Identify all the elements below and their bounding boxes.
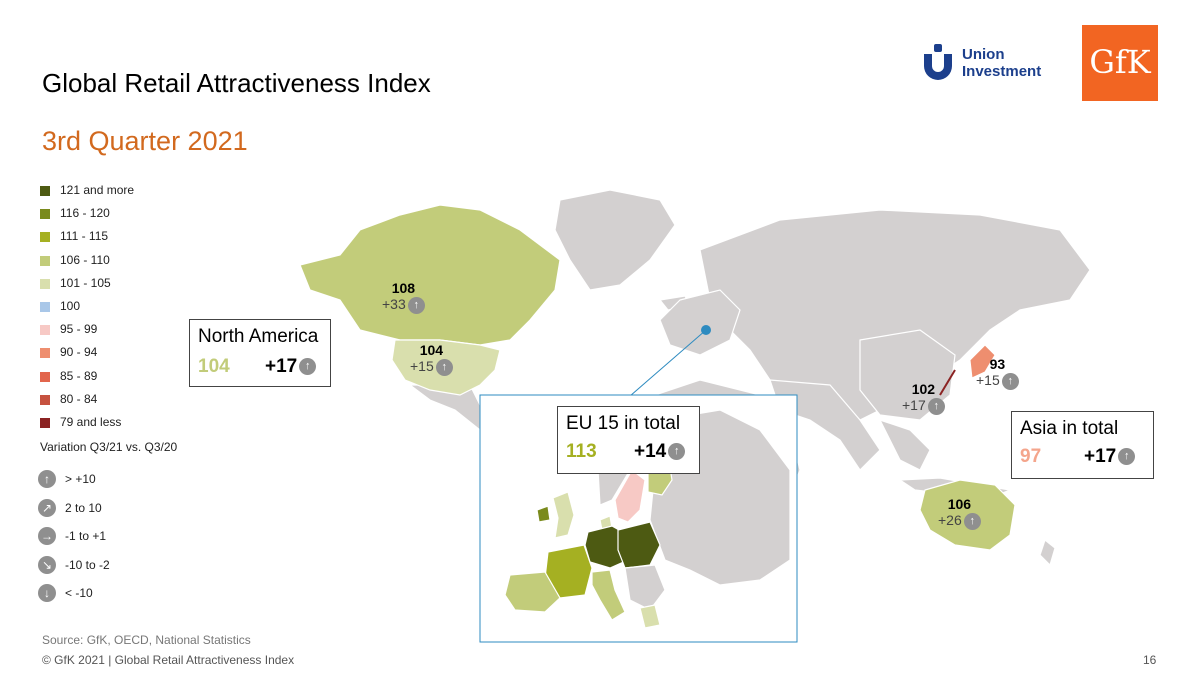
canada-label: 108 +33 ↑ xyxy=(382,280,425,314)
inset-iberia-shape xyxy=(504,571,561,613)
page-subtitle: 3rd Quarter 2021 xyxy=(42,126,248,156)
north-america-title: North America xyxy=(198,326,319,347)
arrow-up-right-icon: ↗ xyxy=(38,498,56,517)
variation-label: -10 to -2 xyxy=(65,557,110,572)
southeast-asia-shape xyxy=(878,418,931,471)
inset-germany-shape xyxy=(584,525,629,569)
arrow-up-icon: ↑ xyxy=(38,470,56,488)
legend-swatch xyxy=(40,325,50,336)
japan-label: 93 +15 ↑ xyxy=(976,356,1019,390)
legend-label: 101 - 105 xyxy=(60,275,111,290)
asia-box: Asia in total 97 +17 ↑ xyxy=(1011,411,1154,479)
inset-greece-shape xyxy=(639,604,661,629)
arrow-up-icon: ↑ xyxy=(299,358,317,376)
arrow-up-icon: ↑ xyxy=(1001,372,1019,390)
legend-label: 79 and less xyxy=(60,415,122,429)
legend-swatch xyxy=(40,348,50,359)
north-america-box: North America 104 +17 ↑ xyxy=(189,319,331,387)
asia-value: 97 xyxy=(1020,446,1042,467)
source-note: Source: GfK, OECD, National Statistics xyxy=(42,633,251,647)
inset-balkans-shape xyxy=(624,564,666,611)
legend-swatch xyxy=(40,394,50,405)
legend-swatch xyxy=(40,418,50,428)
legend-swatch xyxy=(40,371,50,382)
union-investment-logo-mark xyxy=(924,44,952,80)
europe-world-shape xyxy=(659,289,741,356)
gfk-logo: GfK xyxy=(1082,25,1158,101)
page-title: Global Retail Attractiveness Index xyxy=(42,68,431,98)
arrow-up-icon: ↑ xyxy=(1118,448,1136,466)
legend-swatch xyxy=(40,255,50,266)
eu15-box: EU 15 in total 113 +14 ↑ xyxy=(557,406,700,474)
asia-title: Asia in total xyxy=(1020,418,1119,439)
legend-swatch xyxy=(40,302,50,312)
legend-label: 116 - 120 xyxy=(60,206,110,221)
variation-label: > +10 xyxy=(65,472,96,486)
arrow-up-icon: ↑ xyxy=(435,358,453,376)
variation-legend-title: Variation Q3/21 vs. Q3/20 xyxy=(40,440,178,454)
arrow-up-icon: ↑ xyxy=(668,443,686,461)
greenland-shape xyxy=(554,189,676,291)
legend-label: 111 - 115 xyxy=(60,229,109,244)
legend-swatch xyxy=(40,232,50,243)
legend-label: 106 - 110 xyxy=(60,252,110,267)
legend-swatch xyxy=(40,186,50,196)
asia-change: +17 ↑ xyxy=(1084,446,1136,468)
legend-label: 90 - 94 xyxy=(60,345,98,360)
arrow-up-icon: ↑ xyxy=(963,512,981,530)
australia-label: 106 +26 ↑ xyxy=(938,496,981,530)
new-zealand-shape xyxy=(1039,538,1056,567)
legend-label: 100 xyxy=(60,299,81,313)
legend-label: 95 - 99 xyxy=(60,322,98,337)
arrow-down-right-icon: ↘ xyxy=(38,555,56,574)
union-investment-logo: Union Investment xyxy=(920,42,1060,86)
inset-italy-shape xyxy=(591,569,626,621)
north-america-value: 104 xyxy=(198,356,230,377)
usa-label: 104 +15 ↑ xyxy=(410,342,453,376)
arrow-right-icon: → xyxy=(38,527,56,545)
china-label: 102 +17 ↑ xyxy=(902,381,945,415)
legend-label: 121 and more xyxy=(60,183,135,197)
eu15-value: 113 xyxy=(566,441,597,462)
variation-label: 2 to 10 xyxy=(65,500,102,515)
north-america-change: +17 ↑ xyxy=(265,356,317,378)
page-number: 16 xyxy=(1143,653,1157,667)
legend-label: 80 - 84 xyxy=(60,391,98,406)
union-investment-logo-text: Union Investment xyxy=(962,46,1042,80)
arrow-up-icon: ↑ xyxy=(407,296,425,314)
japan-shape xyxy=(969,344,996,379)
variation-label: -1 to +1 xyxy=(65,529,107,543)
variation-label: < -10 xyxy=(65,586,93,600)
europe-marker-icon xyxy=(701,325,711,335)
legend-label: 85 - 89 xyxy=(60,368,98,383)
eu15-change: +14 ↑ xyxy=(634,441,686,463)
canada-shape xyxy=(299,204,561,346)
footer-text: © GfK 2021 | Global Retail Attractivenes… xyxy=(42,653,295,667)
arrow-down-icon: ↓ xyxy=(38,584,56,602)
eu15-title: EU 15 in total xyxy=(566,413,681,434)
inset-ireland-shape xyxy=(536,505,551,523)
arrow-up-icon: ↑ xyxy=(927,397,945,415)
legend-swatch xyxy=(40,209,50,220)
legend-swatch xyxy=(40,278,50,289)
inset-uk-shape xyxy=(552,491,575,539)
